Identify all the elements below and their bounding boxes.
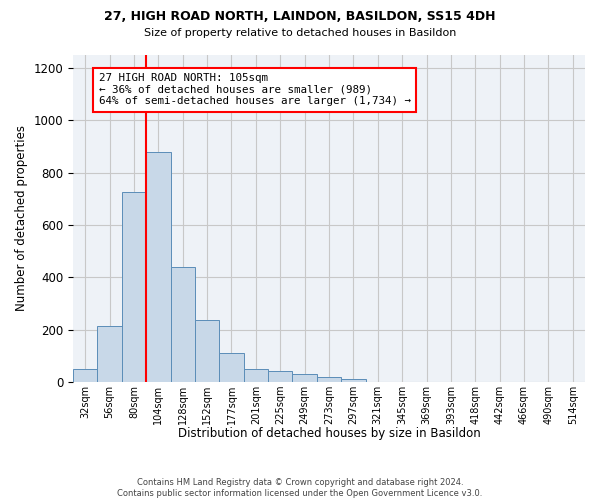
Text: Contains HM Land Registry data © Crown copyright and database right 2024.
Contai: Contains HM Land Registry data © Crown c… bbox=[118, 478, 482, 498]
Bar bbox=[170, 267, 195, 382]
Bar bbox=[146, 152, 170, 382]
Bar bbox=[220, 353, 244, 382]
Bar bbox=[341, 380, 365, 382]
Text: Size of property relative to detached houses in Basildon: Size of property relative to detached ho… bbox=[144, 28, 456, 38]
Bar bbox=[292, 374, 317, 382]
Text: 27 HIGH ROAD NORTH: 105sqm
← 36% of detached houses are smaller (989)
64% of sem: 27 HIGH ROAD NORTH: 105sqm ← 36% of deta… bbox=[98, 73, 410, 106]
Bar bbox=[122, 192, 146, 382]
X-axis label: Distribution of detached houses by size in Basildon: Distribution of detached houses by size … bbox=[178, 427, 481, 440]
Bar bbox=[268, 371, 292, 382]
Y-axis label: Number of detached properties: Number of detached properties bbox=[15, 126, 28, 312]
Text: 27, HIGH ROAD NORTH, LAINDON, BASILDON, SS15 4DH: 27, HIGH ROAD NORTH, LAINDON, BASILDON, … bbox=[104, 10, 496, 23]
Bar bbox=[195, 320, 220, 382]
Bar bbox=[244, 370, 268, 382]
Bar bbox=[73, 369, 97, 382]
Bar bbox=[317, 376, 341, 382]
Bar bbox=[97, 326, 122, 382]
